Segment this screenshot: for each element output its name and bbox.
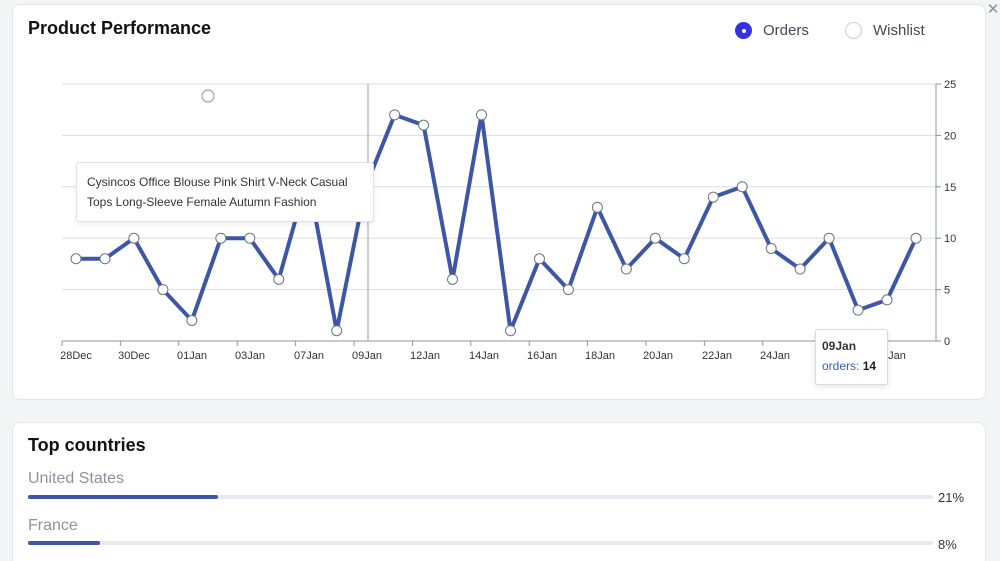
country-progress-track <box>28 495 933 499</box>
tooltip-value: 14 <box>862 359 877 373</box>
x-tick-label: 22Jan <box>702 350 732 362</box>
x-tick-label: 09Jan <box>352 350 382 362</box>
data-point <box>215 232 227 244</box>
data-point <box>244 232 256 244</box>
card-title: Top countries <box>28 435 146 455</box>
y-tick-label: 10 <box>944 233 956 245</box>
x-tick-label: 12Jan <box>410 350 440 362</box>
data-point <box>418 119 430 131</box>
data-point <box>649 232 661 244</box>
x-tick-label: 18Jan <box>585 350 615 362</box>
tooltip-date: 09Jan <box>822 339 857 353</box>
country-name: France <box>28 517 78 534</box>
data-point <box>678 253 690 265</box>
data-point <box>389 109 401 121</box>
data-point <box>823 232 835 244</box>
data-point <box>881 294 893 306</box>
x-tick-label: 14Jan <box>469 350 499 362</box>
x-tick-label: Jan <box>888 350 906 362</box>
data-point <box>765 242 777 254</box>
tooltip-row: orders: 14 <box>822 355 881 377</box>
x-tick-label: 28Dec <box>60 350 92 362</box>
close-icon[interactable]: ✕ <box>986 1 1000 18</box>
legend-wishlist-label: Wishlist <box>873 22 925 39</box>
data-point <box>533 253 545 265</box>
data-point <box>186 314 198 326</box>
x-tick-label: 24Jan <box>760 350 790 362</box>
data-point <box>562 284 574 296</box>
x-tick-label: 07Jan <box>294 350 324 362</box>
x-tick-label: 30Dec <box>118 350 150 362</box>
country-name: United States <box>28 470 125 487</box>
x-tick-label: 01Jan <box>177 350 207 362</box>
tooltip-key: orders: <box>822 359 860 373</box>
country-progress-fill <box>28 495 219 499</box>
data-point <box>794 263 806 275</box>
radio-selected-icon[interactable] <box>735 22 752 39</box>
data-point-tooltip: 09Jan orders: 14 <box>815 329 888 385</box>
data-point <box>852 304 864 316</box>
country-percent: 8% <box>938 537 957 552</box>
data-point <box>128 232 140 244</box>
product-hover-tooltip: Cysincos Office Blouse Pink Shirt V-Neck… <box>76 162 374 222</box>
data-point <box>331 325 343 337</box>
data-point <box>447 273 459 285</box>
data-point <box>591 201 603 213</box>
series-line <box>74 112 918 333</box>
card-title: Product Performance <box>28 18 212 38</box>
x-tick-label: 20Jan <box>643 350 673 362</box>
data-point <box>736 181 748 193</box>
country-progress-track <box>28 541 933 545</box>
radio-unselected-icon[interactable] <box>845 22 862 39</box>
data-point <box>70 253 82 265</box>
data-point <box>157 284 169 296</box>
data-point <box>99 253 111 265</box>
y-tick-label: 0 <box>944 336 950 348</box>
data-point <box>707 191 719 203</box>
y-tick-label: 15 <box>944 182 956 194</box>
legend-orders[interactable]: Orders <box>735 22 809 39</box>
country-progress-fill <box>28 541 101 545</box>
data-point <box>504 325 516 337</box>
data-point <box>620 263 632 275</box>
x-tick-label: 16Jan <box>527 350 557 362</box>
legend-orders-label: Orders <box>763 22 809 39</box>
top-countries-card: Top countries United States 21% France 8… <box>12 422 986 561</box>
legend-wishlist[interactable]: Wishlist <box>845 22 925 39</box>
data-point <box>273 273 285 285</box>
country-percent: 21% <box>938 490 965 505</box>
y-tick-label: 25 <box>944 79 956 91</box>
data-point <box>476 109 488 121</box>
data-point <box>910 232 922 244</box>
x-tick-label: 03Jan <box>235 350 265 362</box>
y-tick-label: 20 <box>944 130 956 142</box>
chart-marker-icon <box>201 89 215 103</box>
y-tick-label: 5 <box>944 285 950 297</box>
